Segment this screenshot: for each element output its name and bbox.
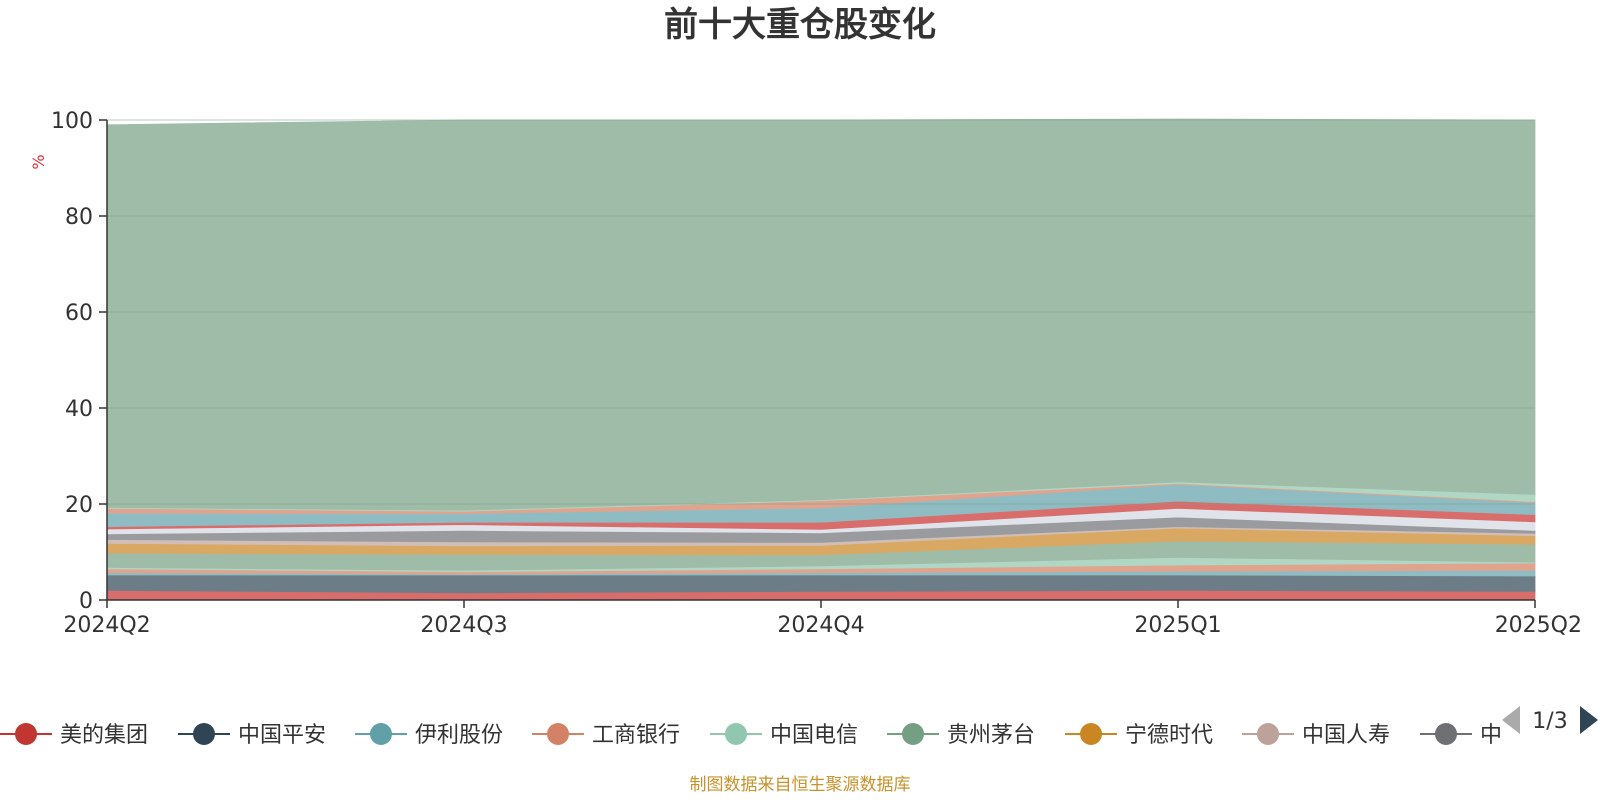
y-tick-label: 0 [79, 589, 93, 614]
legend-item[interactable]: 中 [1420, 723, 1502, 748]
y-tick-label: 40 [65, 397, 93, 422]
y-tick-label: 100 [51, 109, 93, 134]
legend-label: 宁德时代 [1125, 723, 1213, 748]
legend-marker-icon [547, 723, 569, 745]
area-series-1 [106, 574, 1536, 594]
legend-label: 中国电信 [770, 723, 858, 748]
area-layer [106, 118, 1536, 601]
legend-pager: 1/3 [1502, 706, 1598, 734]
legend-marker-icon [370, 723, 392, 745]
legend-marker-icon [1435, 723, 1457, 745]
legend-label: 中 [1480, 723, 1502, 748]
legend-item[interactable]: 美的集团 [0, 723, 148, 748]
legend-label: 美的集团 [60, 723, 148, 748]
legend-label: 中国平安 [238, 723, 326, 748]
triangle-right-icon[interactable] [1580, 706, 1598, 734]
x-tick-label: 2025Q2 [1495, 613, 1582, 638]
legend-marker-icon [902, 723, 924, 745]
legend-item[interactable]: 中国人寿 [1242, 723, 1390, 748]
y-tick-label: 60 [65, 301, 93, 326]
legend: 美的集团 中国平安 伊利股份 工商银行 中国电信 贵州茅台 宁德时代 中国人寿 中 [0, 723, 1502, 748]
legend-label: 贵州茅台 [947, 723, 1035, 748]
legend-item[interactable]: 贵州茅台 [887, 723, 1035, 748]
legend-label: 伊利股份 [415, 723, 503, 748]
y-tick-label: 80 [65, 205, 93, 230]
y-tick-label: 20 [65, 493, 93, 518]
legend-label: 中国人寿 [1302, 723, 1390, 748]
chart-title: 前十大重仓股变化 [664, 5, 936, 45]
legend-label: 工商银行 [592, 723, 680, 748]
x-tick-label: 2025Q1 [1134, 613, 1221, 638]
x-tick-label: 2024Q2 [63, 613, 150, 638]
y-axis-unit-label: % [29, 154, 48, 169]
data-source-note: 制图数据来自恒生聚源数据库 [690, 775, 911, 795]
legend-marker-icon [725, 723, 747, 745]
x-tick-label: 2024Q4 [777, 613, 864, 638]
grid-layer [107, 119, 1535, 505]
legend-marker-icon [15, 723, 37, 745]
triangle-left-icon[interactable] [1502, 706, 1520, 734]
x-tick-label: 2024Q3 [420, 613, 507, 638]
area-series-14 [106, 118, 1536, 511]
legend-marker-icon [1080, 723, 1102, 745]
legend-item[interactable]: 伊利股份 [355, 723, 503, 748]
axis-layer: 0 20 40 60 80 100 2024Q2 2024Q3 2024Q4 2025Q1 2025… [51, 109, 1582, 638]
legend-page-indicator: 1/3 [1532, 709, 1567, 734]
legend-item[interactable]: 工商银行 [532, 723, 680, 748]
legend-item[interactable]: 中国电信 [710, 723, 858, 748]
legend-marker-icon [193, 723, 215, 745]
legend-item[interactable]: 宁德时代 [1065, 723, 1213, 748]
legend-marker-icon [1257, 723, 1279, 745]
legend-item[interactable]: 中国平安 [178, 723, 326, 748]
